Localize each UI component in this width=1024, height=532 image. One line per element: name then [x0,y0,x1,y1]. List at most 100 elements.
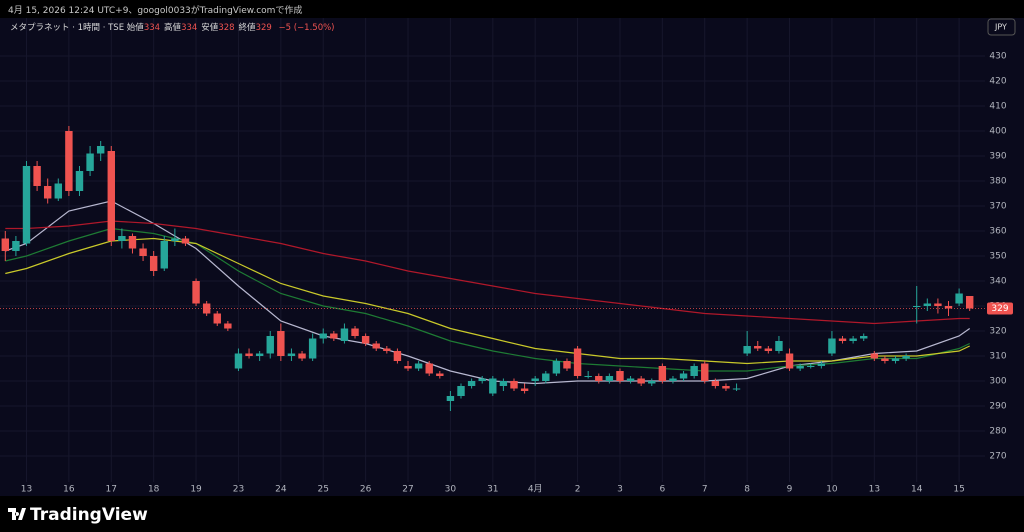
candle-body [913,306,921,307]
y-tick-label: 380 [989,177,1006,187]
candle-body [478,378,486,381]
candle-body [584,376,592,377]
candle-body [319,333,327,339]
candle-body [393,351,402,361]
ohlc-label: 安値 [201,23,219,33]
candle-body [149,256,158,271]
y-tick-label: 360 [989,227,1006,237]
y-tick-label: 430 [989,52,1006,62]
candle-body [425,363,433,374]
x-tick-label: 6 [659,485,665,495]
candle-body [563,361,571,369]
candle-body [955,293,963,304]
candle-body [965,296,974,309]
candle-body [542,373,550,381]
candle-body [1,238,10,251]
last-price-tag [987,302,1013,315]
candle-body [881,358,889,361]
candle-body [245,353,253,356]
candle-body [340,328,349,341]
ohlc-value: 328 [218,23,235,33]
candle-body [457,386,465,396]
candle-body [54,183,62,199]
candle-body [404,366,412,369]
x-tick-label: 10 [826,485,838,495]
candle-body [754,346,762,349]
candle-body [287,353,296,356]
candle-body [510,381,518,389]
candle-body [637,378,645,384]
candle-body [86,153,94,171]
candle-body [701,363,709,381]
currency[interactable]: JPY [994,23,1007,32]
x-tick-label: 13 [21,485,32,495]
candle-body [764,348,773,351]
candle-body [785,353,794,369]
moving-average [5,227,970,372]
ohlc-value: 329 [255,23,272,33]
candle-body [75,171,84,191]
candle-body [372,343,380,349]
candle-body [213,313,221,324]
candle-body [732,388,741,390]
x-tick-label: 3 [617,485,623,495]
candle-body [838,338,847,341]
x-tick-label: 25 [318,485,329,495]
candle-body [690,366,698,376]
candle-body [595,376,603,381]
last-price-label: 329 [991,304,1008,314]
candle-body [849,338,857,341]
candle-body [234,353,243,369]
candle-body [743,346,751,354]
candle-body [807,366,815,367]
x-tick-label: 4月 [528,484,543,495]
x-tick-label: 31 [487,485,498,495]
y-tick-label: 320 [989,327,1006,337]
y-tick-label: 410 [989,102,1006,112]
symbol: メタプラネット · 1時間 · TSE [10,23,125,33]
candle-body [139,248,147,256]
candle-body [648,381,656,384]
candle-body [552,361,561,374]
candle-body [308,338,317,359]
candle-body [128,236,137,249]
currency-button[interactable] [987,18,1016,36]
x-tick-label: 16 [63,485,75,495]
y-tick-label: 390 [989,152,1006,162]
x-tick-label: 26 [360,485,372,495]
x-tick-label: 8 [744,485,750,495]
candle-body [870,353,879,359]
x-tick-label: 30 [445,485,457,495]
brand: TradingView [30,505,148,525]
candle-body [860,336,868,339]
x-tick-label: 27 [402,485,413,495]
candle-body [605,376,614,381]
change: −5 (−1.50%) [278,23,335,33]
moving-average [5,220,970,325]
candle-body [171,238,179,241]
candle-body [436,373,444,376]
logo-icon [8,508,26,520]
candle-body [626,378,635,381]
y-tick-label: 420 [989,77,1006,87]
candle-body [33,166,41,186]
candle-body [711,381,720,386]
candle-body [351,328,359,336]
y-tick-label: 350 [989,252,1006,262]
candle-body [192,281,200,304]
candle-body [679,373,688,379]
candle-body [383,348,391,351]
candle-body [775,341,783,351]
candle-body [12,241,20,251]
y-tick-label: 370 [989,202,1006,212]
candle-body [669,378,677,381]
candle-body [828,338,836,354]
candle-body [722,386,730,389]
candle-body [414,363,423,369]
candle-body [266,336,274,354]
x-tick-label: 9 [787,485,793,495]
ohlc-label: 終値 [238,23,256,33]
candle-body [202,303,211,314]
candle-body [817,363,826,366]
candle-body [43,186,52,199]
